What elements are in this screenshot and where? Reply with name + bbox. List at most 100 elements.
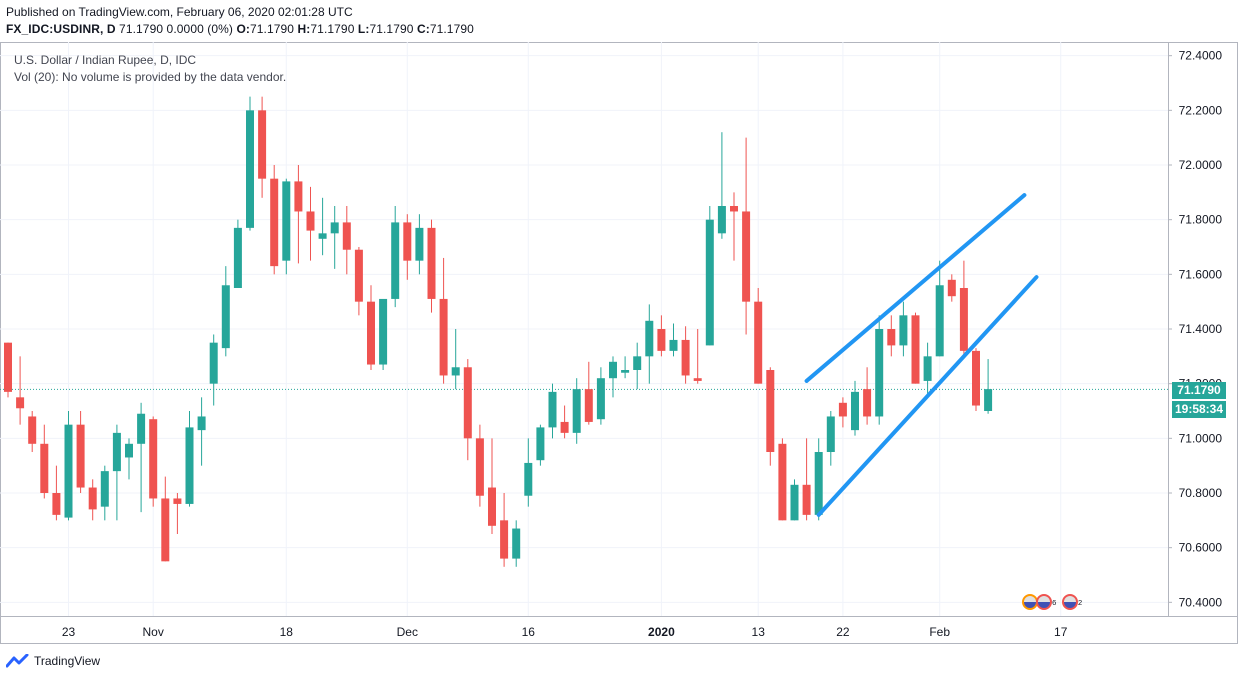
candle[interactable] [306, 186, 315, 261]
legend-volume[interactable]: Vol (20): No volume is provided by the d… [14, 70, 287, 84]
candle[interactable] [826, 411, 835, 466]
candle-body [826, 416, 835, 452]
candle[interactable] [76, 411, 85, 493]
candle[interactable] [802, 438, 811, 521]
candle[interactable] [16, 356, 25, 425]
candle[interactable] [294, 165, 303, 264]
candle[interactable] [863, 367, 872, 425]
candle[interactable] [209, 334, 218, 406]
candle[interactable] [391, 206, 400, 308]
candle[interactable] [887, 315, 896, 357]
candle[interactable] [64, 411, 73, 521]
candle[interactable] [790, 479, 799, 521]
candle[interactable] [560, 405, 569, 439]
candle[interactable] [100, 465, 109, 521]
candle[interactable] [693, 329, 702, 384]
economic-events-group-1[interactable]: 5 6 [1022, 592, 1056, 612]
candle[interactable] [427, 219, 436, 313]
candle[interactable] [318, 197, 327, 256]
candle[interactable] [439, 257, 448, 384]
candle[interactable] [959, 260, 968, 357]
candle[interactable] [972, 348, 980, 411]
candles[interactable] [4, 96, 993, 567]
candle[interactable] [984, 359, 993, 414]
candle[interactable] [137, 402, 146, 513]
legend-title[interactable]: U.S. Dollar / Indian Rupee, D, IDC [14, 53, 197, 67]
candle[interactable] [717, 132, 726, 239]
tradingview-logo-icon [6, 654, 29, 668]
economic-events-group-2[interactable]: 2 [1062, 592, 1082, 612]
candle[interactable] [681, 326, 690, 384]
candle[interactable] [28, 411, 37, 452]
candle[interactable] [754, 288, 763, 384]
candle[interactable] [621, 356, 630, 379]
candle[interactable] [584, 361, 593, 425]
candle[interactable] [415, 214, 424, 275]
candle[interactable] [88, 479, 97, 521]
time-axis[interactable]: 23 Nov 18 Dec 16 2020 13 22 Feb 17 [62, 625, 1068, 639]
candle[interactable] [705, 206, 714, 346]
price-axis[interactable]: 70.400070.600070.800071.000071.200071.40… [1168, 49, 1222, 610]
candle-body [149, 419, 158, 499]
candle[interactable] [766, 367, 775, 466]
candle[interactable] [342, 206, 351, 275]
candle[interactable] [475, 424, 484, 507]
candle[interactable] [112, 424, 121, 521]
candle[interactable] [197, 397, 206, 466]
candle[interactable] [730, 192, 738, 261]
candle[interactable] [233, 219, 242, 288]
candle[interactable] [814, 438, 823, 521]
candle-body [391, 222, 400, 299]
candle[interactable] [524, 438, 533, 507]
candle[interactable] [451, 329, 460, 390]
candle[interactable] [536, 424, 545, 466]
candle[interactable] [185, 411, 194, 507]
candle[interactable] [149, 416, 158, 507]
channel-trendline[interactable] [816, 275, 1039, 517]
channel-trendline[interactable] [804, 193, 1027, 383]
candle[interactable] [645, 304, 654, 384]
candle[interactable] [463, 359, 472, 461]
candle[interactable] [838, 397, 847, 428]
candle[interactable] [851, 380, 859, 436]
candle[interactable] [221, 266, 230, 357]
time-tick-label: Nov [143, 625, 164, 639]
candle[interactable] [367, 285, 375, 370]
candle-body [64, 424, 73, 518]
price-chart[interactable]: 70.400070.600070.800071.000071.200071.40… [0, 42, 1238, 644]
candle[interactable] [40, 424, 49, 499]
candle[interactable] [270, 165, 279, 275]
candle[interactable] [875, 315, 884, 425]
candle[interactable] [911, 312, 920, 384]
candle[interactable] [173, 493, 182, 534]
candle[interactable] [778, 438, 787, 521]
candle[interactable] [379, 298, 388, 370]
candle[interactable] [609, 356, 617, 398]
candle[interactable] [899, 301, 908, 357]
footer-branding[interactable]: TradingView [6, 654, 100, 668]
candle[interactable] [633, 342, 642, 390]
candle[interactable] [52, 465, 61, 521]
candle[interactable] [935, 260, 944, 357]
candle[interactable] [282, 178, 291, 275]
trendlines[interactable] [804, 193, 1039, 517]
candle[interactable] [742, 137, 751, 335]
candle[interactable] [4, 342, 12, 398]
candle[interactable] [596, 367, 605, 425]
candle[interactable] [488, 438, 496, 534]
candle[interactable] [125, 438, 133, 480]
candle[interactable] [669, 323, 678, 357]
candle[interactable] [657, 315, 666, 357]
candle[interactable] [403, 214, 412, 280]
candle[interactable] [572, 378, 581, 444]
candle[interactable] [246, 96, 254, 231]
candle[interactable] [947, 274, 956, 302]
candle[interactable] [512, 520, 521, 567]
candle[interactable] [923, 342, 932, 398]
candle[interactable] [548, 383, 557, 439]
candle[interactable] [161, 476, 170, 562]
candle[interactable] [330, 206, 339, 269]
candle[interactable] [500, 493, 509, 567]
candle[interactable] [354, 247, 363, 316]
candle[interactable] [258, 96, 267, 198]
